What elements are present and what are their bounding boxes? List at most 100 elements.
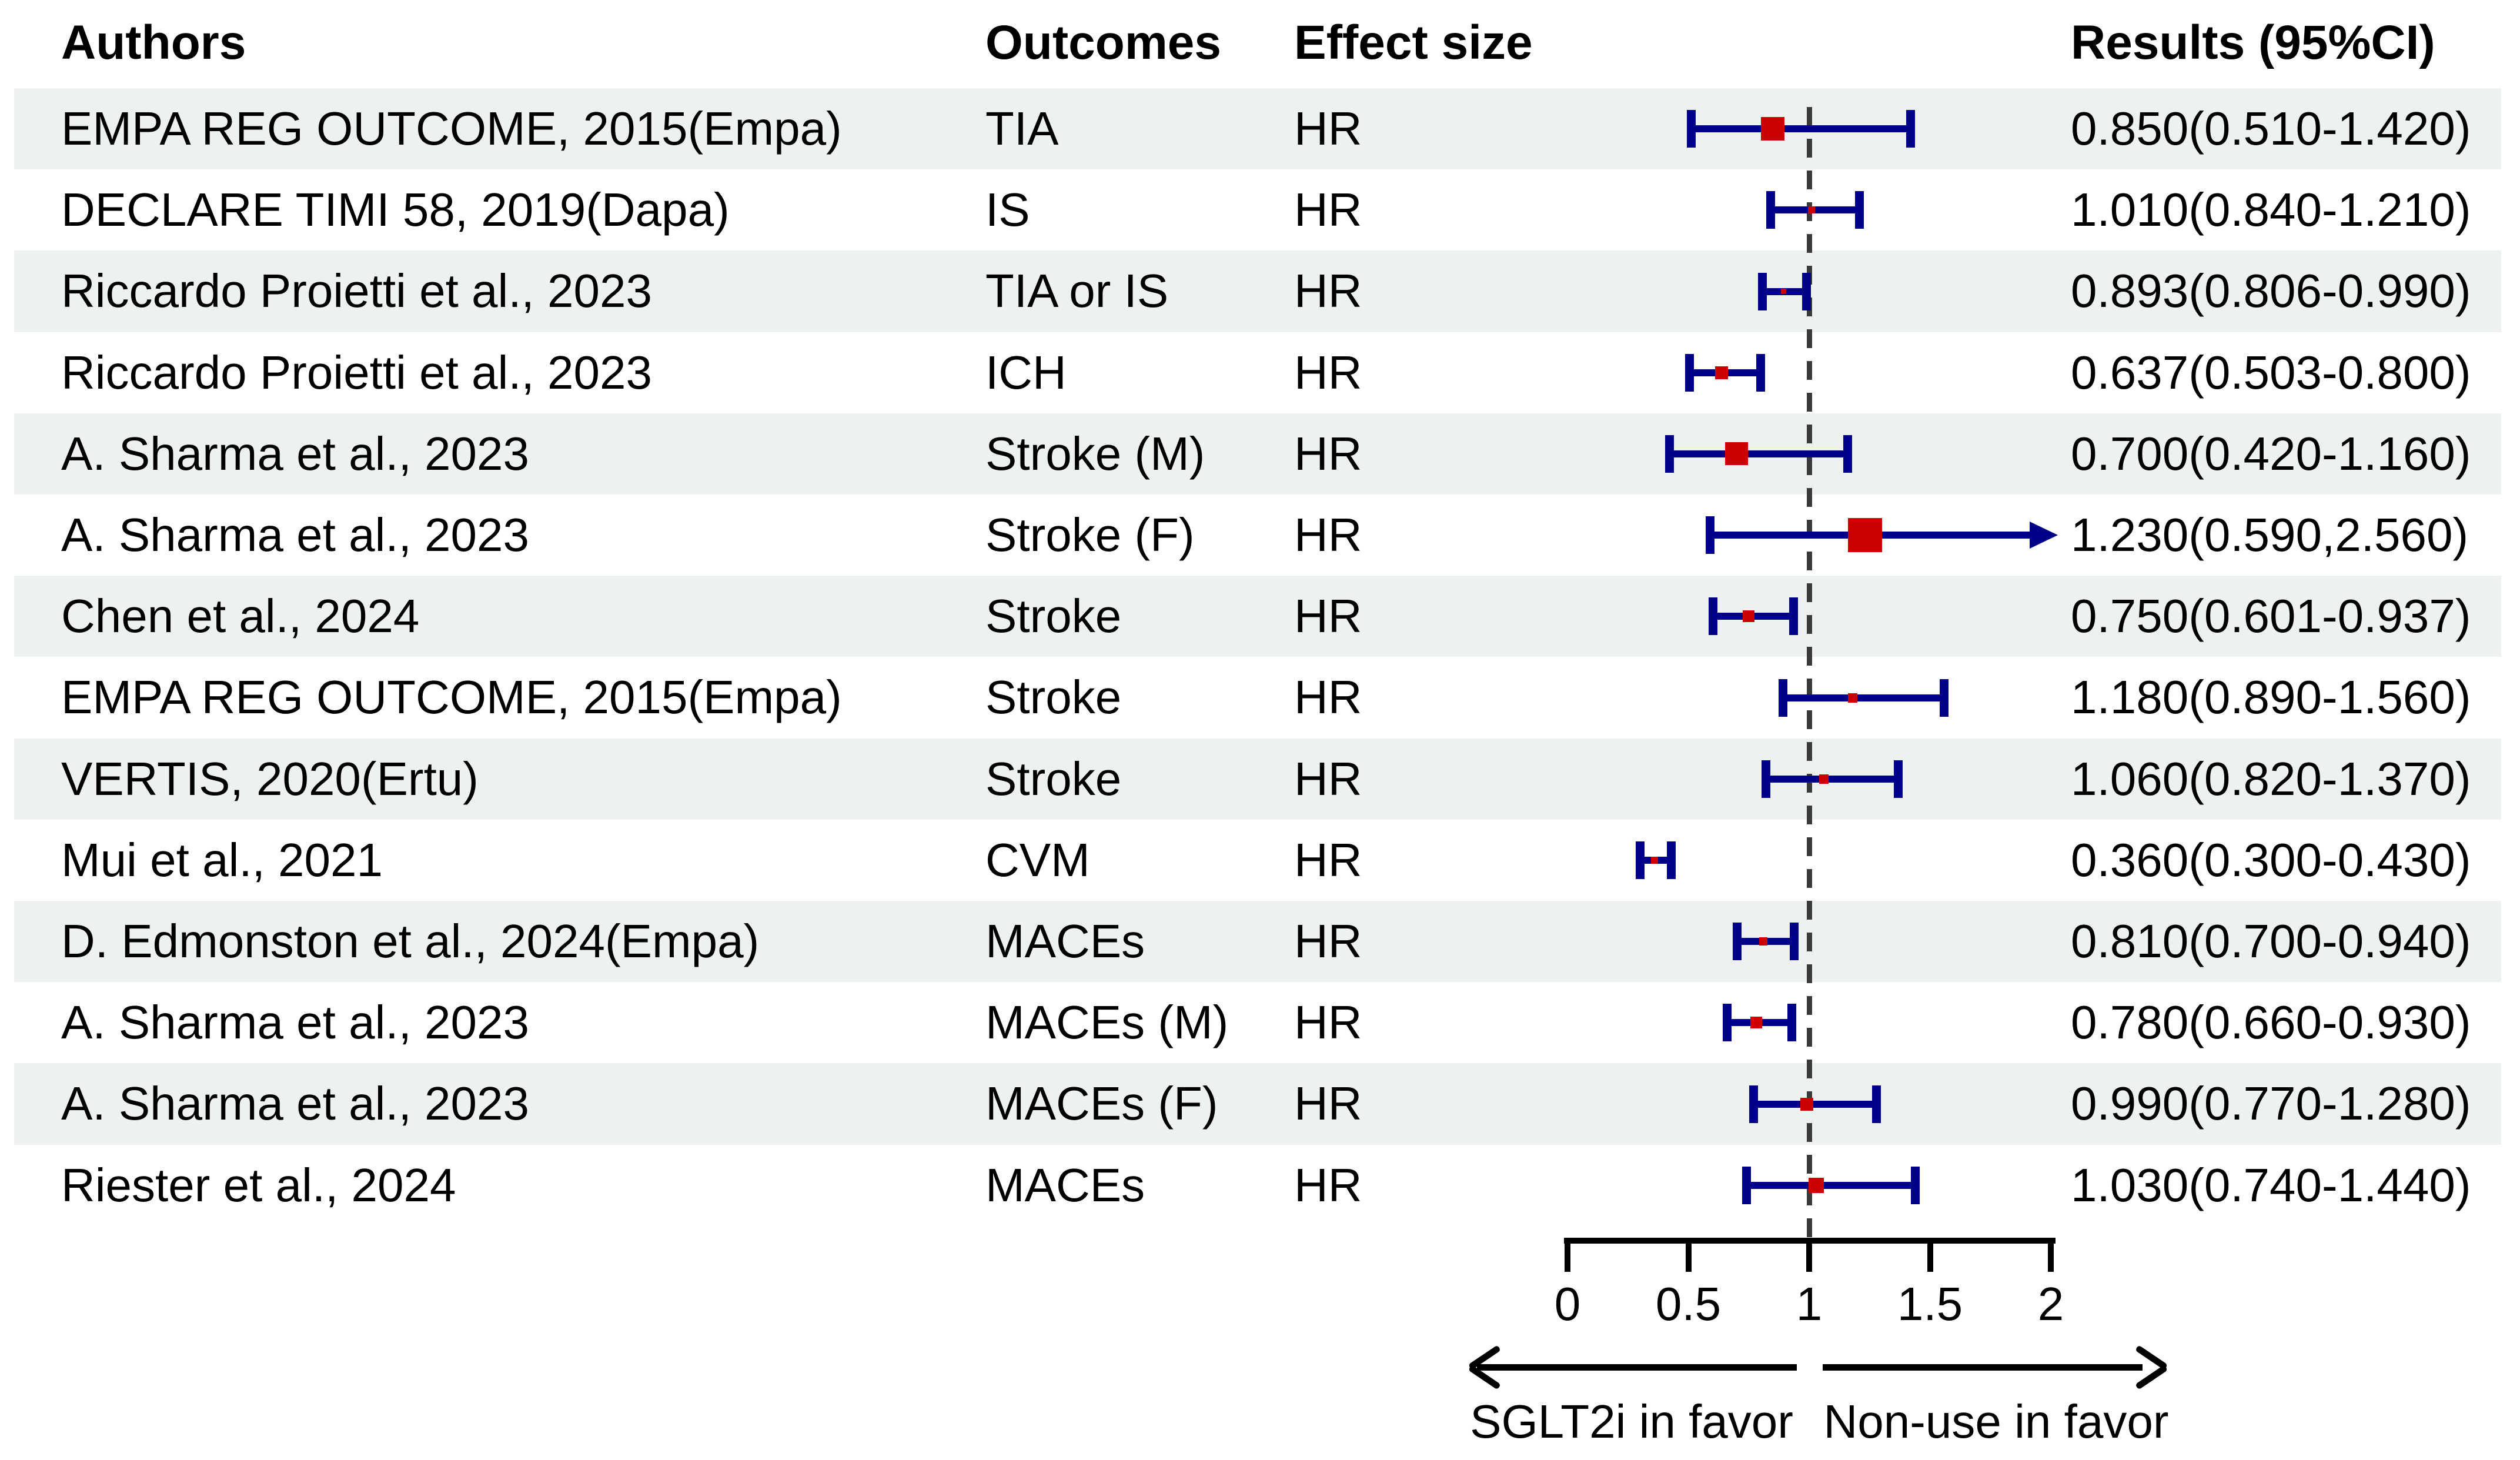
row-band bbox=[14, 88, 2501, 170]
outcome-cell: TIA or IS bbox=[985, 265, 1169, 318]
result-cell: 1.180(0.890-1.560) bbox=[2071, 671, 2471, 724]
row-band bbox=[14, 901, 2501, 983]
outcome-cell: IS bbox=[985, 183, 1030, 236]
author-cell: EMPA REG OUTCOME, 2015(Empa) bbox=[61, 671, 842, 724]
column-header-results: Results (95%CI) bbox=[2071, 16, 2435, 69]
effect-size-cell: HR bbox=[1294, 427, 1362, 480]
row-band bbox=[14, 576, 2501, 657]
result-cell: 0.780(0.660-0.930) bbox=[2071, 996, 2471, 1049]
effect-size-cell: HR bbox=[1294, 590, 1362, 643]
ci-bar bbox=[1766, 775, 1899, 783]
ci-cap-right bbox=[1789, 597, 1799, 636]
effect-estimate-marker bbox=[1780, 289, 1786, 294]
author-cell: D. Edmonston et al., 2024(Empa) bbox=[61, 915, 760, 967]
effect-estimate-marker bbox=[1650, 856, 1658, 864]
author-cell: Riester et al., 2024 bbox=[61, 1158, 456, 1211]
outcome-cell: Stroke (M) bbox=[985, 427, 1205, 480]
axis-tick-label: 1 bbox=[1796, 1278, 1823, 1330]
outcome-cell: CVM bbox=[985, 833, 1090, 886]
outcome-cell: Stroke bbox=[985, 671, 1122, 724]
ci-bar bbox=[1690, 125, 1911, 133]
result-cell: 0.700(0.420-1.160) bbox=[2071, 427, 2471, 480]
result-cell: 0.810(0.700-0.940) bbox=[2071, 915, 2471, 967]
effect-estimate-marker bbox=[1819, 774, 1829, 784]
effect-size-cell: HR bbox=[1294, 346, 1362, 399]
effect-size-cell: HR bbox=[1294, 183, 1362, 236]
effect-estimate-marker bbox=[1809, 1177, 1824, 1193]
result-cell: 0.637(0.503-0.800) bbox=[2071, 346, 2471, 399]
result-cell: 1.030(0.740-1.440) bbox=[2071, 1158, 2471, 1211]
outcome-cell: MACEs (F) bbox=[985, 1077, 1218, 1130]
author-cell: A. Sharma et al., 2023 bbox=[61, 1077, 530, 1130]
effect-size-cell: HR bbox=[1294, 265, 1362, 318]
axis-tick-label: 0 bbox=[1554, 1278, 1581, 1330]
effect-size-cell: HR bbox=[1294, 996, 1362, 1049]
ci-cap-left bbox=[1685, 353, 1694, 392]
author-cell: Riccardo Proietti et al., 2023 bbox=[61, 346, 652, 399]
author-cell: A. Sharma et al., 2023 bbox=[61, 509, 530, 561]
ci-cap-left bbox=[1636, 841, 1645, 879]
effect-size-cell: HR bbox=[1294, 1077, 1362, 1130]
ci-cap-left bbox=[1686, 110, 1696, 148]
axis-tick-label: 2 bbox=[2037, 1278, 2064, 1330]
ci-cap-left bbox=[1749, 1085, 1759, 1123]
effect-size-cell: HR bbox=[1294, 915, 1362, 967]
ci-bar bbox=[1782, 694, 1945, 701]
author-cell: Riccardo Proietti et al., 2023 bbox=[61, 265, 652, 318]
ci-cap-left bbox=[1758, 272, 1767, 310]
ci-cap-left bbox=[1665, 435, 1674, 473]
ci-cap-right bbox=[1787, 1004, 1797, 1042]
row-band bbox=[14, 413, 2501, 495]
column-header-outcomes: Outcomes bbox=[985, 16, 1221, 69]
outcome-cell: MACEs bbox=[985, 915, 1145, 967]
ci-cap-right bbox=[1906, 110, 1915, 148]
ci-cap-left bbox=[1766, 191, 1776, 229]
ci-cap-right bbox=[1756, 353, 1765, 392]
ci-cap-right bbox=[1855, 191, 1864, 229]
author-cell: VERTIS, 2020(Ertu) bbox=[61, 752, 479, 805]
effect-estimate-marker bbox=[1808, 206, 1816, 214]
effect-estimate-marker bbox=[1759, 937, 1767, 946]
ci-cap-right bbox=[1843, 435, 1852, 473]
ci-cap-right bbox=[1666, 841, 1676, 879]
result-cell: 0.893(0.806-0.990) bbox=[2071, 265, 2471, 318]
author-cell: DECLARE TIMI 58, 2019(Dapa) bbox=[61, 183, 730, 236]
right-direction-arrow bbox=[1823, 1364, 2143, 1371]
axis-tick bbox=[1927, 1238, 1933, 1272]
outcome-cell: MACEs bbox=[985, 1158, 1145, 1211]
ci-cap-right bbox=[1802, 272, 1811, 310]
ci-bar bbox=[1746, 1181, 1916, 1189]
outcome-cell: ICH bbox=[985, 346, 1067, 399]
ci-cap-left bbox=[1732, 923, 1742, 961]
result-cell: 0.360(0.300-0.430) bbox=[2071, 833, 2471, 886]
column-header-effect-size: Effect size bbox=[1294, 16, 1533, 69]
ci-cap-right bbox=[1872, 1085, 1881, 1123]
effect-size-cell: HR bbox=[1294, 671, 1362, 724]
favors-sglt2i-label: SGLT2i in favor bbox=[1470, 1395, 1793, 1448]
author-cell: EMPA REG OUTCOME, 2015(Empa) bbox=[61, 102, 842, 155]
effect-estimate-marker bbox=[1847, 518, 1882, 553]
ci-arrowhead-icon bbox=[2030, 522, 2058, 549]
outcome-cell: Stroke (F) bbox=[985, 509, 1195, 561]
axis-tick-label: 1.5 bbox=[1897, 1278, 1963, 1330]
effect-estimate-marker bbox=[1800, 1097, 1813, 1111]
column-header-authors: Authors bbox=[61, 16, 246, 69]
effect-size-cell: HR bbox=[1294, 1158, 1362, 1211]
ci-bar bbox=[1669, 450, 1848, 457]
row-band bbox=[14, 738, 2501, 820]
axis-tick bbox=[1806, 1238, 1812, 1272]
ci-cap-left bbox=[1742, 1166, 1752, 1204]
axis-tick-label: 0.5 bbox=[1655, 1278, 1722, 1330]
effect-estimate-marker bbox=[1714, 366, 1728, 379]
effect-estimate-marker bbox=[1750, 1017, 1762, 1029]
effect-size-cell: HR bbox=[1294, 833, 1362, 886]
effect-estimate-marker bbox=[1761, 117, 1785, 141]
ci-cap-left bbox=[1762, 760, 1771, 798]
ci-cap-left bbox=[1723, 1004, 1732, 1042]
result-cell: 0.750(0.601-0.937) bbox=[2071, 590, 2471, 643]
result-cell: 0.850(0.510-1.420) bbox=[2071, 102, 2471, 155]
row-band bbox=[14, 250, 2501, 332]
effect-size-cell: HR bbox=[1294, 102, 1362, 155]
effect-estimate-marker bbox=[1725, 442, 1749, 466]
